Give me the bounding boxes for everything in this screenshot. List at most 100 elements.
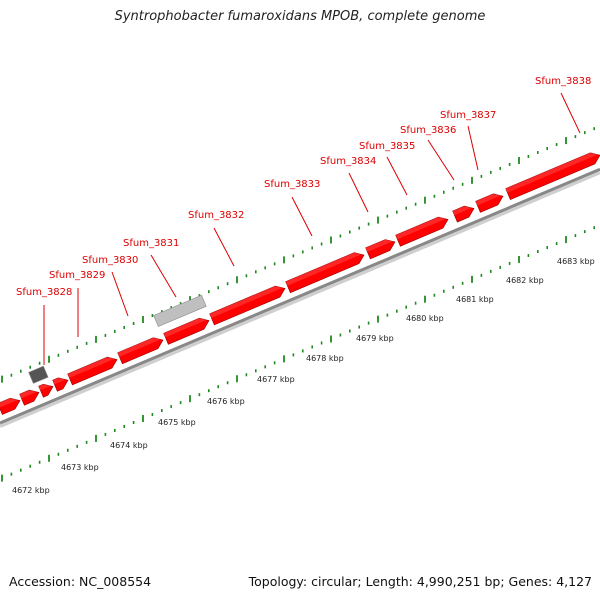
label-leader-line bbox=[291, 196, 313, 237]
gene-arrow-highlight bbox=[0, 398, 18, 408]
gene-arrow-shape bbox=[19, 389, 40, 406]
gene-arrow-shape bbox=[209, 285, 286, 326]
gene-arrow bbox=[395, 216, 449, 247]
gene-arrow-highlight bbox=[163, 318, 207, 338]
gene-arrow bbox=[209, 285, 286, 326]
gene-label-text: Sfum_3832 bbox=[188, 210, 244, 221]
gene-label-sfum-3834: Sfum_3834 bbox=[320, 156, 376, 213]
gene-label-sfum-3835: Sfum_3835 bbox=[359, 141, 415, 196]
gene-label-sfum-3836: Sfum_3836 bbox=[400, 125, 456, 181]
gene-arrow-shape bbox=[285, 252, 365, 294]
gene-arrow-shape bbox=[38, 383, 54, 398]
kbp-label: 4672 kbp bbox=[12, 486, 50, 495]
kbp-label: 4681 kbp bbox=[456, 295, 494, 304]
gene-arrow-highlight bbox=[67, 357, 115, 379]
lower-tick-row bbox=[1, 226, 596, 482]
gene-arrow bbox=[452, 205, 475, 223]
gene-arrow-shape bbox=[452, 205, 475, 223]
gene-arrow bbox=[365, 239, 396, 260]
gene-arrow bbox=[285, 252, 365, 294]
gene-arrow bbox=[475, 193, 504, 213]
kbp-label: 4682 kbp bbox=[506, 276, 544, 285]
label-leader-line bbox=[467, 125, 479, 171]
kbp-label: 4680 kbp bbox=[406, 314, 444, 323]
kbp-label: 4675 kbp bbox=[158, 418, 196, 427]
gene-label-text: Sfum_3829 bbox=[49, 270, 105, 281]
gene-arrow-highlight bbox=[452, 206, 472, 216]
gene-arrow-shape bbox=[117, 337, 164, 365]
gene-label-sfum-3831: Sfum_3831 bbox=[123, 238, 179, 298]
genome-backbone bbox=[0, 167, 600, 428]
gene-label-sfum-3829: Sfum_3829 bbox=[49, 270, 105, 337]
gene-arrow-highlight bbox=[117, 337, 161, 357]
gene-label-text: Sfum_3834 bbox=[320, 156, 376, 167]
gene-features bbox=[0, 152, 600, 415]
label-leader-line bbox=[427, 139, 455, 181]
label-leader-line bbox=[386, 156, 408, 196]
upper-tick-row bbox=[1, 127, 596, 383]
gene-arrow bbox=[505, 152, 600, 201]
gene-arrow-highlight bbox=[52, 377, 66, 385]
gene-arrow bbox=[163, 317, 210, 345]
gene-label-text: Sfum_3835 bbox=[359, 141, 415, 152]
gene-arrow-shape bbox=[67, 356, 118, 386]
misc-feature-shape bbox=[28, 365, 49, 384]
gene-arrow bbox=[19, 389, 40, 406]
genome-title: Syntrophobacter fumaroxidans MPOB, compl… bbox=[114, 9, 486, 24]
label-leader-line bbox=[213, 227, 235, 267]
kbp-label: 4678 kbp bbox=[306, 354, 344, 363]
gene-arrow-shape bbox=[505, 152, 600, 201]
misc-feature bbox=[28, 365, 49, 384]
gene-arrow-highlight bbox=[209, 286, 283, 318]
gene-label-sfum-3833: Sfum_3833 bbox=[264, 179, 320, 237]
gene-arrow-highlight bbox=[285, 252, 362, 286]
gene-arrow-highlight bbox=[365, 239, 393, 252]
gene-label-text: Sfum_3836 bbox=[400, 125, 456, 136]
gene-label-text: Sfum_3838 bbox=[535, 76, 591, 87]
gene-arrow-highlight bbox=[395, 217, 446, 240]
genome-summary: Topology: circular; Length: 4,990,251 bp… bbox=[248, 574, 592, 589]
label-leader-line bbox=[560, 92, 581, 134]
gene-label-text: Sfum_3828 bbox=[16, 287, 72, 298]
gene-label-text: Sfum_3833 bbox=[264, 179, 320, 190]
gene-label-sfum-3837: Sfum_3837 bbox=[440, 110, 496, 171]
label-leader-line bbox=[111, 271, 129, 317]
kbp-label: 4683 kbp bbox=[557, 257, 595, 266]
gene-arrow bbox=[52, 377, 69, 392]
gene-label-text: Sfum_3830 bbox=[82, 255, 138, 266]
gene-label-sfum-3832: Sfum_3832 bbox=[188, 210, 244, 267]
gene-arrow-shape bbox=[163, 317, 210, 345]
kbp-label: 4674 kbp bbox=[110, 441, 148, 450]
gene-arrow-highlight bbox=[475, 193, 501, 206]
gene-label-text: Sfum_3831 bbox=[123, 238, 179, 249]
kbp-label: 4673 kbp bbox=[61, 463, 99, 472]
gene-label-sfum-3830: Sfum_3830 bbox=[82, 255, 138, 317]
kbp-label: 4679 kbp bbox=[356, 334, 394, 343]
label-leader-line bbox=[150, 254, 177, 298]
backbone-line bbox=[0, 167, 600, 425]
gene-arrow-highlight bbox=[19, 390, 37, 399]
gene-arrow bbox=[38, 383, 54, 398]
gene-arrow-highlight bbox=[38, 384, 51, 391]
gene-arrow-shape bbox=[52, 377, 69, 392]
rna-feature bbox=[153, 294, 207, 327]
gene-arrow bbox=[0, 397, 21, 415]
gene-label-sfum-3828: Sfum_3828 bbox=[16, 287, 72, 365]
gene-arrow-shape bbox=[365, 239, 396, 260]
gene-labels: Sfum_3828 Sfum_3829 Sfum_3830 Sfum_3831 Sfum… bbox=[16, 76, 591, 365]
gene-arrow bbox=[117, 337, 164, 365]
gene-label-sfum-3838: Sfum_3838 bbox=[535, 76, 591, 134]
kbp-label: 4676 kbp bbox=[207, 397, 245, 406]
gene-arrow-shape bbox=[0, 397, 21, 415]
gene-arrow-shape bbox=[395, 216, 449, 247]
kbp-label: 4677 kbp bbox=[257, 375, 295, 384]
gene-label-text: Sfum_3837 bbox=[440, 110, 496, 121]
gene-arrow-shape bbox=[475, 193, 504, 213]
gene-arrow-highlight bbox=[505, 152, 598, 193]
label-leader-line bbox=[348, 172, 369, 213]
backbone-shadow bbox=[0, 170, 600, 428]
accession-text: Accession: NC_008554 bbox=[9, 574, 152, 589]
kbp-labels: 4672 kbp 4673 kbp 4674 kbp 4675 kbp 4676 kbp… bbox=[12, 257, 595, 495]
tick-marks bbox=[1, 127, 596, 482]
